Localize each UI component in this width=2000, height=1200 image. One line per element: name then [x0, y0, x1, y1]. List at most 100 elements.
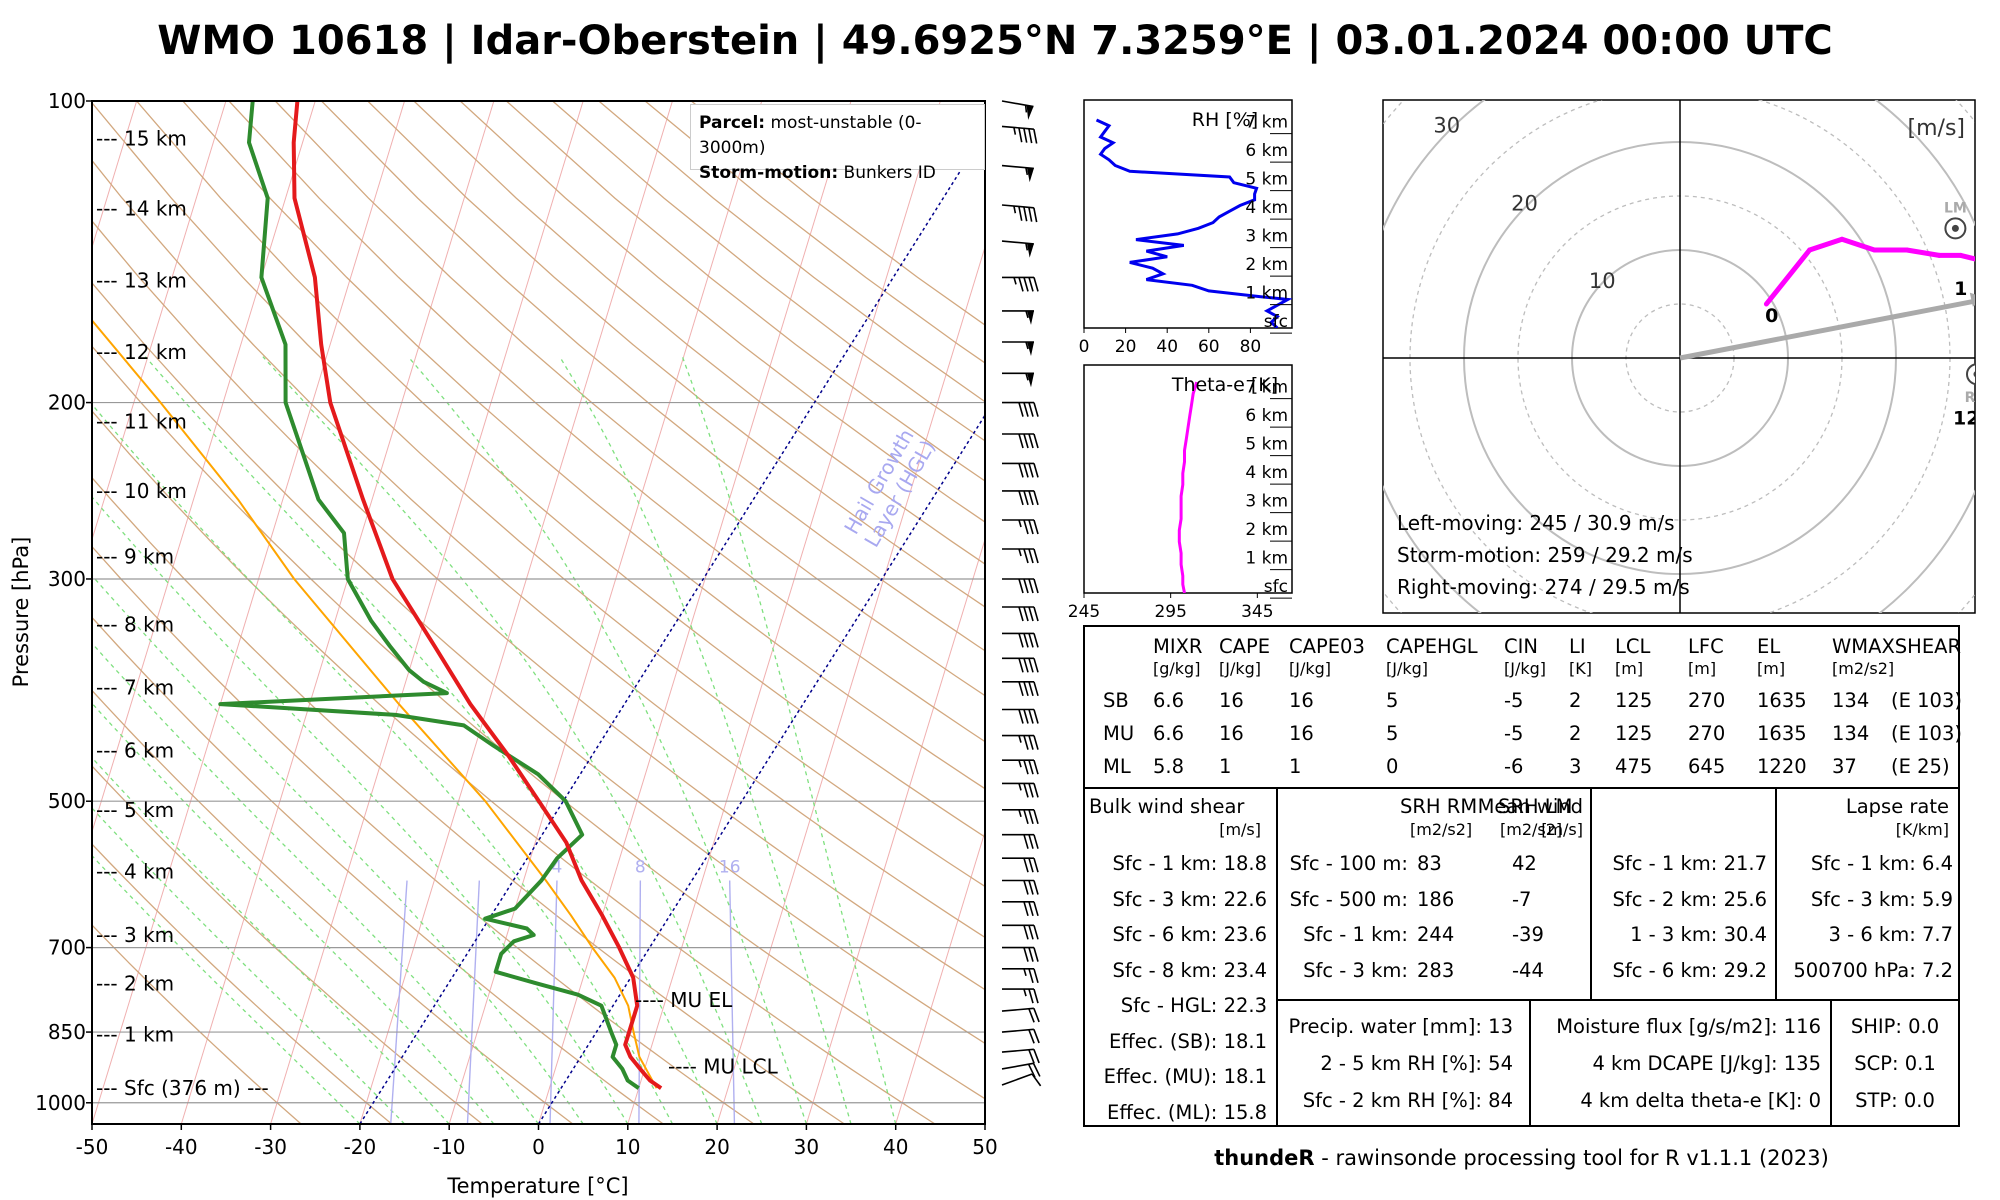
dry-adiabat-line [367, 101, 985, 608]
parcel-legend: Parcel: most-unstable (0-3000m) Storm-mo… [690, 104, 985, 183]
mixing-ratio-line [638, 880, 642, 1124]
storm-motion-summary: Left-moving: 245 / 30.9 m/s [1397, 511, 1675, 535]
hodograph-height-label: 1 [1954, 278, 1967, 300]
other-index-row: 4 km delta theta-e [K]: 0 [1580, 1089, 1821, 1112]
table-header: CIN [1504, 635, 1538, 658]
table-cell: (E 25) [1891, 755, 1950, 778]
theta-e-frame [1083, 364, 1293, 594]
storm-motion-value: Bunkers ID [843, 163, 936, 183]
mixing-ratio-line [390, 880, 408, 1124]
mean-wind-row: Sfc - 2 km: 25.6 [1612, 887, 1767, 911]
hodograph-height-label: 0 [1765, 305, 1778, 327]
bulk-shear-row: Sfc - 6 km: 23.6 [1112, 923, 1267, 946]
table-cell: -5 [1504, 689, 1524, 712]
wind-barb [1002, 462, 1039, 478]
height-label: --- 1 km [96, 1023, 174, 1047]
table-unit: [J/kg] [1219, 659, 1262, 678]
theta-e-x-tick: 245 [1068, 602, 1100, 622]
mean-wind-title: Mean wind [1477, 795, 1583, 818]
storm-motion-summary: Storm-motion: 259 / 29.2 m/s [1397, 543, 1693, 567]
hodograph-ring-label: 10 [1589, 269, 1616, 293]
wind-barb [1002, 401, 1039, 417]
table-cell: -6 [1504, 755, 1524, 778]
table-cell: 6.6 [1153, 689, 1185, 712]
isotherm-line [984, 1122, 985, 1124]
table-cell: 16 [1289, 689, 1314, 712]
table-header: CAPEHGL [1386, 635, 1478, 658]
srh-rm-value: 244 [1417, 923, 1455, 946]
mixing-ratio-label: 4 [552, 858, 563, 878]
srh-rm-value: 283 [1417, 958, 1455, 982]
isotherm-line [716, 245, 985, 1124]
height-label: --- 2 km [96, 971, 174, 995]
rh-y-tick: sfc [1264, 312, 1288, 332]
mixing-ratio-line [466, 880, 481, 1124]
srh-unit: [m2/s2] [1410, 820, 1473, 839]
hodograph-ring-label: 30 [1433, 114, 1460, 138]
temperature-line [291, 101, 663, 1090]
height-label: --- 15 km [96, 126, 187, 150]
wind-barb [1002, 310, 1034, 325]
mixing-ratio-label: 8 [635, 858, 646, 878]
theta-e-title: Theta-e [K] [1171, 374, 1278, 396]
wind-barb [1002, 490, 1039, 506]
dry-adiabat-line [598, 101, 985, 403]
rh-x-tick: 80 [1240, 337, 1262, 357]
table-unit: [m] [1688, 659, 1717, 678]
rh-y-tick: 2 km [1245, 255, 1288, 275]
rh-title: RH [%] [1192, 109, 1258, 131]
mean-wind-row: 1 - 3 km: 30.4 [1630, 923, 1767, 946]
isotherm-line [627, 101, 941, 1124]
x-tick-label: -20 [344, 1135, 377, 1159]
moisture-row: Precip. water [mm]: 13 [1288, 1015, 1513, 1038]
storm-motion-vector [1679, 298, 1975, 361]
table-unit: [m] [1615, 659, 1644, 678]
left-mover-marker-label: LM [1944, 200, 1967, 216]
bulk-shear-row: Sfc - 1 km: 18.8 [1112, 852, 1267, 875]
wind-barb [1002, 782, 1039, 798]
rh-x-tick: 40 [1156, 337, 1178, 357]
hodograph-ring-label: 20 [1511, 191, 1538, 215]
rh-x-tick: 20 [1115, 337, 1137, 357]
dry-adiabat-line [644, 101, 985, 364]
bulk-shear-row: Sfc - HGL: 22.3 [1120, 994, 1267, 1017]
mixing-ratio-line [549, 880, 558, 1124]
moist-adiabat-line [92, 496, 629, 1124]
isotherm-line [92, 101, 406, 1124]
rh-y-tick: 4 km [1245, 198, 1288, 218]
wind-barb [1001, 1062, 1041, 1078]
bulk-shear-row: Effec. (MU): 18.1 [1103, 1065, 1267, 1088]
table-cell: 125 [1615, 722, 1653, 745]
table-cell: 2 [1569, 689, 1582, 712]
dry-adiabat-line [92, 410, 936, 1124]
table-cell: 270 [1688, 722, 1726, 745]
moist-adiabat-line [92, 403, 674, 1124]
hodograph-frame [1382, 99, 1976, 614]
moist-adiabat-line [559, 356, 852, 1124]
dry-adiabat-line [92, 765, 483, 1124]
pressure-tick-label: 1000 [35, 1091, 86, 1115]
wind-barb [1002, 372, 1034, 388]
right-mover-marker-label: RM [1965, 390, 1985, 406]
lapse-rate-row: Sfc - 3 km: 5.9 [1810, 887, 1953, 911]
srh-rm-value: 186 [1417, 887, 1455, 911]
wind-barb [1002, 734, 1039, 750]
table-unit: [K] [1569, 659, 1592, 678]
hodograph-segment [1958, 252, 1975, 262]
table-cell: (E 103) [1891, 722, 1962, 745]
x-tick-label: -30 [254, 1135, 287, 1159]
wind-barb [1002, 708, 1039, 724]
dry-adiabat-line [92, 159, 985, 939]
dry-adiabat-line [505, 101, 985, 482]
wind-barb [1002, 632, 1039, 648]
height-label: --- 7 km [96, 675, 174, 699]
wind-barb [1002, 578, 1039, 594]
hodograph-segment [1763, 247, 1813, 307]
dry-adiabat-line [92, 476, 845, 1124]
table-cell: 16 [1289, 722, 1314, 745]
moisture-row: 2 - 5 km RH [%]: 54 [1320, 1052, 1513, 1075]
table-header: CAPE [1219, 635, 1271, 658]
dry-adiabat-line [92, 924, 302, 1124]
table-cell: 125 [1615, 689, 1653, 712]
table-cell: -5 [1504, 722, 1524, 745]
